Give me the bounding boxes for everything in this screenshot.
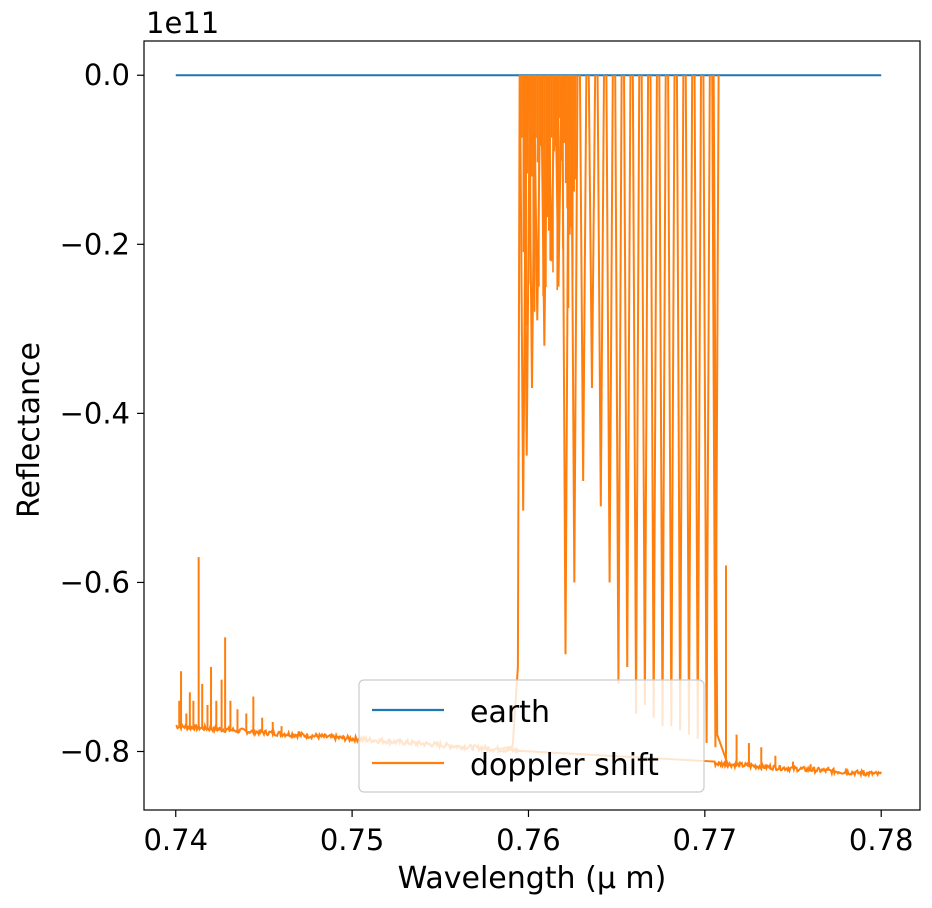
series-band-line [605, 75, 614, 583]
y-tick-label: −0.4 [60, 396, 130, 430]
x-tick-label: 0.76 [496, 823, 561, 857]
x-tick-label: 0.78 [849, 823, 914, 857]
series-band-line [578, 75, 588, 482]
legend-box [358, 679, 705, 793]
series-band-line [623, 75, 632, 667]
legend-label-earth: earth [470, 695, 550, 730]
x-tick-label: 0.75 [320, 823, 385, 857]
y-tick-label: −0.2 [60, 227, 130, 261]
plot-frame [143, 40, 921, 811]
series-band-line [561, 75, 570, 655]
y-tick-label: −0.6 [60, 565, 130, 599]
y-axis: 0.0 −0.2 −0.4 −0.6 −0.8 [60, 58, 144, 769]
x-tick-label: 0.74 [143, 823, 208, 857]
x-axis-label: Wavelength (μ m) [398, 861, 667, 896]
series-band-line [596, 75, 605, 507]
y-tick-label: −0.8 [60, 735, 130, 769]
series-edge-right [712, 75, 729, 765]
y-axis-label: Reflectance [12, 342, 47, 518]
x-tick-label: 0.77 [673, 823, 738, 857]
series-band-line [587, 75, 597, 389]
y-tick-label: 0.0 [84, 58, 130, 92]
legend: earth doppler shift [358, 679, 705, 793]
x-axis: 0.74 0.75 0.76 0.77 0.78 [143, 810, 913, 857]
series-band-line [711, 75, 720, 748]
legend-label-doppler-shift: doppler shift [470, 748, 659, 783]
y-offset-label: 1e11 [146, 6, 219, 40]
series-band-line [702, 75, 711, 744]
